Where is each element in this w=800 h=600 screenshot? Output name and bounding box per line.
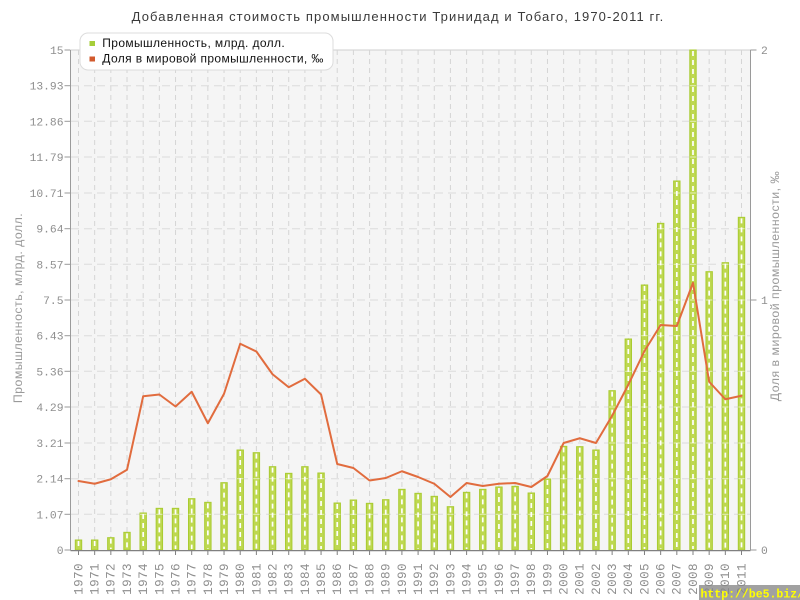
svg-text:1999: 1999 [541, 563, 555, 595]
svg-text:11.79: 11.79 [30, 153, 64, 165]
svg-text:2003: 2003 [606, 563, 620, 595]
svg-text:1990: 1990 [396, 563, 410, 595]
svg-text:1986: 1986 [331, 563, 345, 595]
svg-text:1997: 1997 [509, 563, 523, 595]
svg-text:1972: 1972 [105, 563, 119, 595]
svg-text:1985: 1985 [315, 563, 329, 595]
svg-text:1975: 1975 [153, 563, 167, 595]
svg-text:1995: 1995 [477, 563, 491, 595]
svg-text:Добавленная стоимость промышле: Добавленная стоимость промышленности Три… [132, 9, 665, 24]
svg-text:6.43: 6.43 [36, 332, 63, 344]
svg-text:1.07: 1.07 [36, 510, 63, 522]
svg-text:15: 15 [50, 46, 64, 58]
svg-text:http://be5.biz/: http://be5.biz/ [701, 588, 800, 600]
svg-text:3.21: 3.21 [36, 439, 63, 451]
svg-text:1973: 1973 [121, 563, 135, 595]
svg-text:1971: 1971 [89, 563, 103, 595]
svg-text:1994: 1994 [461, 563, 475, 595]
svg-text:1979: 1979 [218, 563, 232, 595]
svg-text:1977: 1977 [186, 563, 200, 595]
svg-text:2002: 2002 [590, 563, 604, 595]
svg-text:1981: 1981 [250, 563, 264, 595]
svg-text:1976: 1976 [169, 563, 183, 595]
svg-text:1: 1 [761, 296, 768, 308]
svg-text:1982: 1982 [266, 563, 280, 595]
svg-text:2001: 2001 [574, 563, 588, 595]
svg-text:Доля в мировой промышленности,: Доля в мировой промышленности, ‰ [102, 52, 323, 66]
svg-text:1970: 1970 [72, 563, 86, 595]
svg-text:Доля в мировой промышленности,: Доля в мировой промышленности, ‰ [768, 171, 782, 401]
svg-text:1991: 1991 [412, 563, 426, 595]
svg-text:Промышленность, млрд. долл.: Промышленность, млрд. долл. [102, 36, 285, 50]
svg-text:12.86: 12.86 [30, 117, 64, 129]
svg-text:10.71: 10.71 [30, 189, 64, 201]
svg-text:13.93: 13.93 [30, 82, 64, 94]
svg-text:8.57: 8.57 [36, 260, 63, 272]
svg-text:1984: 1984 [299, 563, 313, 595]
svg-text:2008: 2008 [687, 563, 701, 595]
svg-text:2004: 2004 [622, 563, 636, 595]
svg-text:1998: 1998 [525, 563, 539, 595]
svg-text:9.64: 9.64 [36, 225, 63, 237]
svg-text:0: 0 [761, 546, 768, 558]
svg-text:2000: 2000 [558, 563, 572, 595]
svg-text:1987: 1987 [347, 563, 361, 595]
svg-text:1996: 1996 [493, 563, 507, 595]
svg-text:1988: 1988 [363, 563, 377, 595]
svg-text:4.29: 4.29 [36, 403, 63, 415]
svg-text:1983: 1983 [283, 563, 297, 595]
svg-text:2007: 2007 [671, 563, 685, 595]
svg-text:2006: 2006 [655, 563, 669, 595]
svg-text:5.36: 5.36 [36, 367, 63, 379]
svg-text:1992: 1992 [428, 563, 442, 595]
svg-text:2: 2 [761, 46, 768, 58]
svg-text:1993: 1993 [444, 563, 458, 595]
svg-text:Промышленность, млрд. долл.: Промышленность, млрд. долл. [11, 213, 25, 403]
svg-text:7.5: 7.5 [43, 296, 64, 308]
svg-text:2005: 2005 [638, 563, 652, 595]
svg-text:2.14: 2.14 [36, 475, 63, 487]
svg-text:0: 0 [57, 546, 64, 558]
svg-text:1974: 1974 [137, 563, 151, 595]
svg-text:1978: 1978 [202, 563, 216, 595]
svg-text:1980: 1980 [234, 563, 248, 595]
svg-text:1989: 1989 [380, 563, 394, 595]
